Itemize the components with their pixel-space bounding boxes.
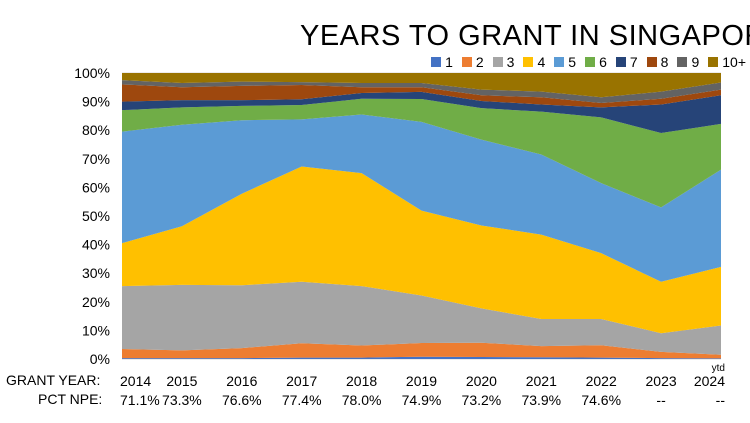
legend-item: 9 xyxy=(677,54,699,70)
legend-swatch xyxy=(431,57,442,67)
y-tick-label: 50% xyxy=(82,208,110,224)
y-tick-label: 40% xyxy=(82,237,110,253)
y-tick-label: 30% xyxy=(82,265,110,281)
legend-item: 10+ xyxy=(708,54,746,70)
y-tick-label: 80% xyxy=(82,122,110,138)
x-tick-label: 2017 xyxy=(286,373,317,389)
chart-title: YEARS TO GRANT IN SINGAPORE xyxy=(300,20,750,52)
x-tick-label: 2018 xyxy=(346,373,377,389)
pct-npe-label: 73.2% xyxy=(462,392,502,408)
area-series-6 xyxy=(122,98,721,208)
y-tick-label: 0% xyxy=(90,351,110,367)
legend-label: 3 xyxy=(506,54,515,70)
x-tick-label: 2023 xyxy=(646,373,677,389)
area-series-9 xyxy=(122,80,721,104)
legend-swatch xyxy=(492,57,503,67)
legend-label: 9 xyxy=(691,54,700,70)
area-series-4 xyxy=(122,166,721,334)
legend-item: 2 xyxy=(461,54,484,70)
pct-npe-label: 74.6% xyxy=(581,392,621,408)
pct-npe-label: -- xyxy=(656,392,666,408)
legend-item: 7 xyxy=(615,54,638,70)
legend-item: 8 xyxy=(646,54,669,70)
legend-item: 1 xyxy=(431,54,453,70)
y-tick-label: 60% xyxy=(82,179,110,195)
area-series-8 xyxy=(122,84,721,108)
legend-label: 6 xyxy=(599,54,607,70)
pct-npe-label: -- xyxy=(716,392,726,408)
legend-label: 10+ xyxy=(722,54,746,70)
y-tick-label: 90% xyxy=(82,94,110,110)
legend-label: 1 xyxy=(445,54,453,70)
legend-label: 4 xyxy=(537,54,546,70)
x-tick-label: 2022 xyxy=(586,373,617,389)
pct-npe-label: 77.4% xyxy=(282,392,322,408)
area-series-5 xyxy=(122,114,721,282)
area-series-2 xyxy=(122,342,721,359)
y-tick-label: 10% xyxy=(82,322,110,338)
legend-swatch xyxy=(615,57,626,67)
legend-label: 8 xyxy=(660,54,669,70)
legend-item: 3 xyxy=(492,54,515,70)
x-tick-label: 2021 xyxy=(526,373,557,389)
legend-item: 5 xyxy=(554,54,576,70)
legend-swatch xyxy=(677,57,688,67)
legend-swatch xyxy=(585,57,596,67)
legend-swatch xyxy=(461,57,472,67)
legend-swatch xyxy=(554,57,565,67)
y-tick-label: 100% xyxy=(74,65,110,81)
chart-legend: 1 2 3 4 5 6 7 8 9 10+ xyxy=(360,52,746,72)
legend-swatch xyxy=(708,57,719,67)
area-series-7 xyxy=(122,91,721,134)
x-tick-label: 2020 xyxy=(466,373,497,389)
pct-npe-label: 78.0% xyxy=(342,392,382,408)
x-tick-label: 2019 xyxy=(406,373,437,389)
legend-label: 5 xyxy=(568,54,577,70)
pct-npe-label: 73.9% xyxy=(521,392,561,408)
legend-label: 2 xyxy=(475,54,484,70)
legend-swatch xyxy=(646,57,657,67)
x-tick-label: 2024 xyxy=(694,373,725,389)
pct-npe-label: 71.1% xyxy=(120,392,160,408)
x-tick-label: 2016 xyxy=(226,373,257,389)
pct-npe-row-label: PCT NPE: xyxy=(38,391,103,407)
pct-npe-label: 76.6% xyxy=(222,392,262,408)
y-tick-label: 70% xyxy=(82,151,110,167)
legend-swatch xyxy=(523,57,534,67)
x-tick-label: 2015 xyxy=(166,373,197,389)
legend-item: 4 xyxy=(523,54,545,70)
legend-item: 6 xyxy=(585,54,607,70)
pct-npe-label: 73.3% xyxy=(162,392,202,408)
legend-label: 7 xyxy=(629,54,638,70)
y-tick-label: 20% xyxy=(82,294,110,310)
ytd-marker: ytd xyxy=(712,363,725,374)
area-series-3 xyxy=(122,281,721,355)
x-tick-label: 2014 xyxy=(120,373,151,389)
grant-year-row-label: GRANT YEAR: xyxy=(6,372,101,388)
pct-npe-label: 74.9% xyxy=(402,392,442,408)
area-series-10plus xyxy=(122,73,721,98)
area-series-1 xyxy=(122,356,721,359)
